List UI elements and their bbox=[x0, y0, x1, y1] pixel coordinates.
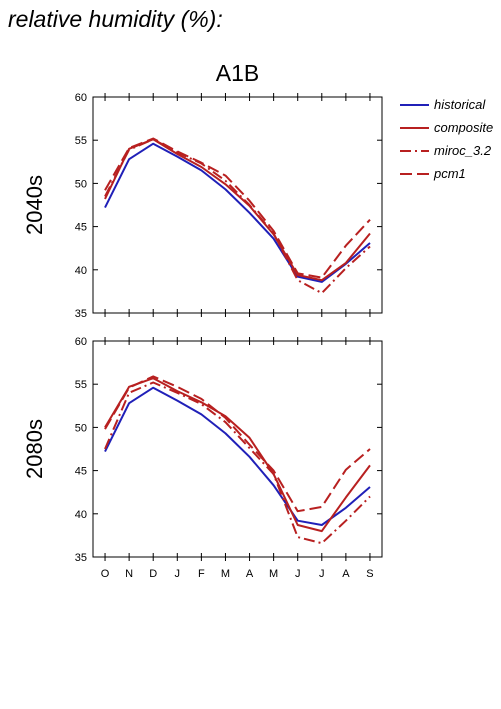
x-tick-label: M bbox=[269, 568, 278, 580]
x-tick-label: J bbox=[319, 568, 325, 580]
chart-title: A1B bbox=[216, 60, 259, 86]
legend-label: pcm1 bbox=[433, 166, 466, 181]
y-tick-label: 40 bbox=[75, 265, 87, 277]
y-tick-label: 55 bbox=[75, 135, 87, 147]
series-line-composite bbox=[104, 138, 371, 282]
y-tick-label: 35 bbox=[75, 552, 87, 564]
y-tick-label: 60 bbox=[75, 336, 87, 348]
series-line-miroc-3-2 bbox=[104, 138, 371, 295]
x-tick-label: M bbox=[221, 568, 230, 580]
series-line-historical bbox=[104, 142, 371, 283]
series-line-historical bbox=[104, 386, 371, 526]
y-tick-label: 35 bbox=[75, 308, 87, 320]
legend-item: miroc_3.2 bbox=[400, 143, 492, 158]
panel-2040s: 35 40 45 50 55 60 2040s bbox=[22, 92, 383, 320]
y-tick-label: 60 bbox=[75, 92, 87, 104]
x-tick-label: D bbox=[149, 568, 157, 580]
series-line-miroc-3-2 bbox=[104, 381, 371, 545]
x-tick-label: S bbox=[366, 568, 373, 580]
panel-2080s: 35 40 45 50 55 60 O N D J F M A M J J A S 2080s bbox=[22, 336, 383, 580]
x-tick-label: O bbox=[101, 568, 110, 580]
y-tick-label: 40 bbox=[75, 509, 87, 521]
plot-frame bbox=[92, 96, 383, 314]
x-tick-label: N bbox=[125, 568, 133, 580]
x-tick-label: A bbox=[246, 568, 254, 580]
legend-item: historical bbox=[400, 97, 486, 112]
legend-item: composite bbox=[400, 120, 493, 135]
legend-label: historical bbox=[434, 97, 486, 112]
series-line-composite bbox=[104, 377, 371, 533]
x-tick-label: A bbox=[342, 568, 350, 580]
x-tick-label: J bbox=[295, 568, 301, 580]
y-tick-label: 45 bbox=[75, 222, 87, 234]
legend: historical composite miroc_3.2 pcm1 bbox=[400, 97, 493, 181]
panel-label: 2040s bbox=[22, 175, 47, 235]
y-tick-label: 50 bbox=[75, 178, 87, 190]
legend-item: pcm1 bbox=[400, 166, 466, 181]
series-line-pcm1 bbox=[104, 137, 371, 279]
legend-label: composite bbox=[434, 120, 493, 135]
chart-panels: 35 40 45 50 55 60 2040s 35 40 45 50 55 60 O N D J F M A M J J A… bbox=[22, 92, 383, 580]
y-tick-label: 45 bbox=[75, 466, 87, 478]
series-line-pcm1 bbox=[104, 375, 371, 513]
x-tick-label: F bbox=[198, 568, 205, 580]
x-tick-label: J bbox=[175, 568, 181, 580]
page-heading: relative humidity (%): bbox=[8, 6, 223, 32]
legend-label: miroc_3.2 bbox=[434, 143, 492, 158]
panel-label: 2080s bbox=[22, 419, 47, 479]
y-tick-label: 50 bbox=[75, 422, 87, 434]
y-tick-label: 55 bbox=[75, 379, 87, 391]
plot-frame bbox=[92, 340, 383, 558]
